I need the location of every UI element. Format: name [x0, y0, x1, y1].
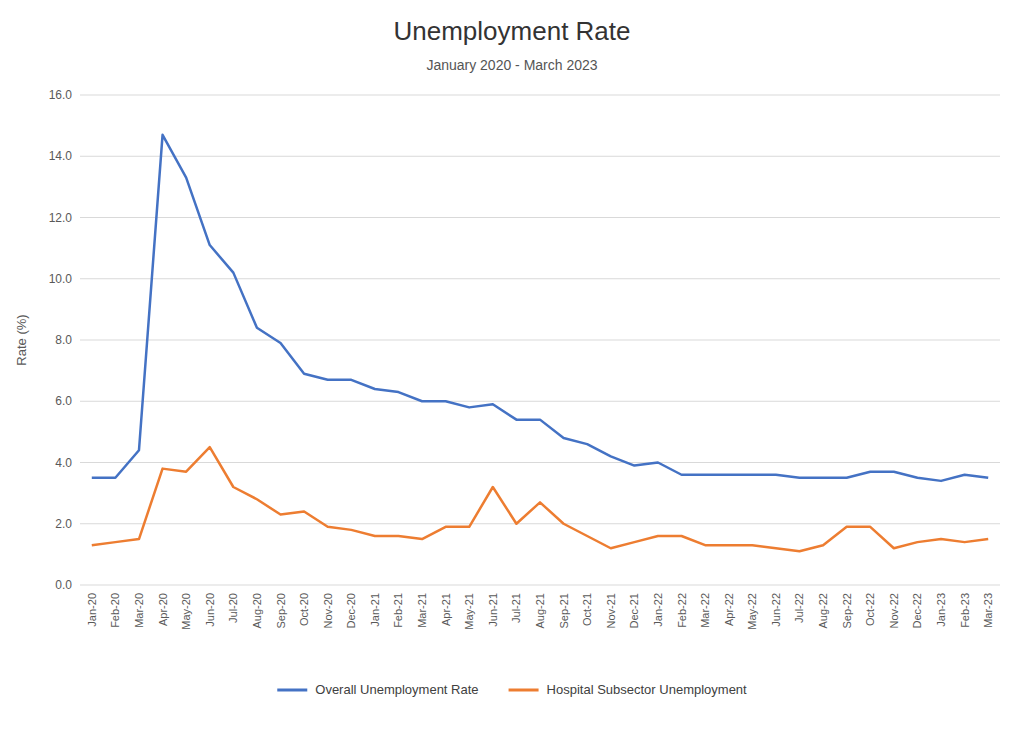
x-tick-label: Mar-22	[699, 593, 711, 628]
x-tick-label: Apr-20	[157, 593, 169, 626]
y-tick-label: 2.0	[55, 517, 72, 531]
x-tick-label: Apr-22	[723, 593, 735, 626]
grid-line	[80, 401, 1000, 402]
x-tick-label: Feb-22	[676, 593, 688, 628]
x-tick-label: Feb-23	[959, 593, 971, 628]
x-tick-label: Jun-21	[487, 593, 499, 627]
legend: Overall Unemployment Rate Hospital Subsec…	[277, 682, 747, 697]
y-tick-label: 6.0	[55, 394, 72, 408]
x-tick-label: Aug-22	[817, 593, 829, 628]
y-tick-label: 4.0	[55, 456, 72, 470]
series-line	[92, 135, 988, 481]
x-tick-label: Dec-20	[345, 593, 357, 628]
x-tick-label: Feb-20	[109, 593, 121, 628]
x-axis: Jan-20 Feb-20 Mar-20 Apr-20 May-20 Jun-20 Jul-…	[86, 593, 994, 630]
legend-item: Hospital Subsector Unemployment	[509, 682, 748, 697]
x-tick-label: Mar-23	[982, 593, 994, 628]
x-tick-label: Jul-21	[510, 593, 522, 623]
lines	[92, 135, 988, 552]
legend-label: Hospital Subsector Unemployment	[547, 682, 748, 697]
grid-line	[80, 156, 1000, 157]
x-tick-label: Sep-20	[275, 593, 287, 628]
x-tick-label: Jun-22	[770, 593, 782, 627]
x-tick-label: Jan-21	[369, 593, 381, 627]
x-tick-label: Oct-22	[864, 593, 876, 626]
x-tick-label: Apr-21	[440, 593, 452, 626]
grid-line	[80, 95, 1000, 96]
x-tick-label: Mar-21	[416, 593, 428, 628]
x-tick-label: Aug-21	[534, 593, 546, 628]
x-tick-label: Nov-20	[322, 593, 334, 628]
x-tick-label: Jul-20	[227, 593, 239, 623]
y-tick-label: 16.0	[49, 88, 73, 102]
legend-swatch	[277, 689, 307, 692]
x-tick-label: Jan-22	[652, 593, 664, 627]
grid-line	[80, 523, 1000, 524]
x-tick-label: Dec-21	[628, 593, 640, 628]
x-tick-label: Aug-20	[251, 593, 263, 628]
subtitle: January 2020 - March 2023	[426, 57, 597, 73]
x-tick-label: Sep-22	[841, 593, 853, 628]
grid-line	[80, 585, 1000, 586]
y-tick-label: 8.0	[55, 333, 72, 347]
x-tick-label: Jan-20	[86, 593, 98, 627]
legend-swatch	[509, 689, 539, 692]
x-tick-label: Dec-22	[911, 593, 923, 628]
y-tick-label: 14.0	[49, 149, 73, 163]
grid-line	[80, 340, 1000, 341]
legend-label: Overall Unemployment Rate	[315, 682, 478, 697]
grid-line	[80, 217, 1000, 218]
x-tick-label: Nov-21	[605, 593, 617, 628]
x-tick-label: Jul-22	[793, 593, 805, 623]
y-tick-label: 0.0	[55, 578, 72, 592]
series-line	[92, 447, 988, 551]
title: Unemployment Rate	[394, 16, 631, 46]
x-tick-label: May-22	[746, 593, 758, 630]
x-tick-label: May-20	[180, 593, 192, 630]
y-tick-label: 12.0	[49, 211, 73, 225]
x-tick-label: Sep-21	[558, 593, 570, 628]
x-tick-label: Jun-20	[204, 593, 216, 627]
legend-item: Overall Unemployment Rate	[277, 682, 478, 697]
y-axis: 0.0 2.0 4.0 6.0 8.0 10.0 12.0 14.0 16.0	[49, 88, 1000, 592]
x-tick-label: Oct-21	[581, 593, 593, 626]
chart: Unemployment Rate January 2020 - March 20…	[0, 0, 1024, 743]
y-axis-label: Rate (%)	[14, 314, 29, 365]
x-tick-label: May-21	[463, 593, 475, 630]
grid-line	[80, 278, 1000, 279]
x-tick-label: Oct-20	[298, 593, 310, 626]
x-tick-label: Mar-20	[133, 593, 145, 628]
y-tick-label: 10.0	[49, 272, 73, 286]
x-tick-label: Feb-21	[392, 593, 404, 628]
x-tick-label: Jan-23	[935, 593, 947, 627]
x-tick-label: Nov-22	[888, 593, 900, 628]
